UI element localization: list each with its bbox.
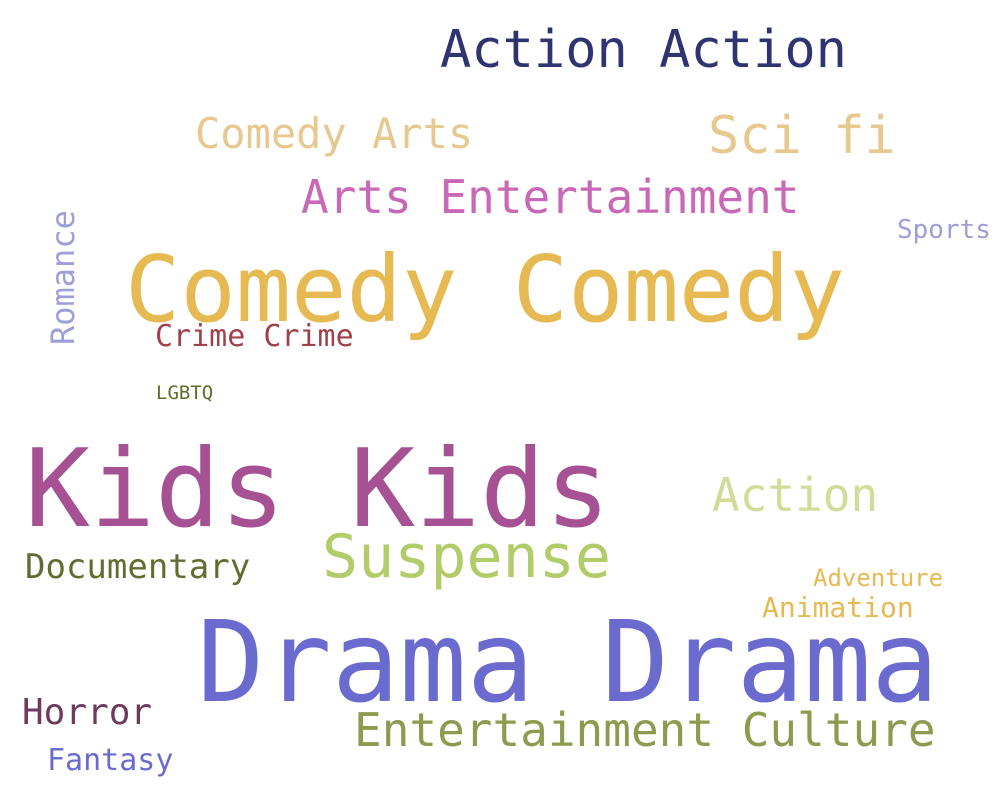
word-horror: Horror <box>22 692 153 733</box>
word-animation: Animation <box>762 591 914 624</box>
word-kids-kids: Kids Kids <box>25 427 611 552</box>
word-entertainment-culture: Entertainment Culture <box>354 703 936 757</box>
word-documentary: Documentary <box>25 547 251 587</box>
word-action-action: Action Action <box>440 20 847 80</box>
word-arts-entertainment: Arts Entertainment <box>301 170 800 224</box>
word-fantasy: Fantasy <box>47 743 174 778</box>
word-drama-drama: Drama Drama <box>197 598 939 728</box>
word-suspense: Suspense <box>322 522 611 592</box>
word-adventure: Adventure <box>813 564 944 592</box>
word-comedy-comedy: Comedy Comedy <box>125 236 846 343</box>
word-action: Action <box>712 468 879 522</box>
word-sports: Sports <box>897 215 991 245</box>
word-comedy-arts: Comedy Arts <box>195 109 474 158</box>
word-romance: Romance <box>44 210 82 345</box>
word-sci-fi: Sci fi <box>708 106 896 166</box>
word-crime-crime: Crime Crime <box>155 319 354 354</box>
word-lgbtq: LGBTQ <box>156 382 214 404</box>
